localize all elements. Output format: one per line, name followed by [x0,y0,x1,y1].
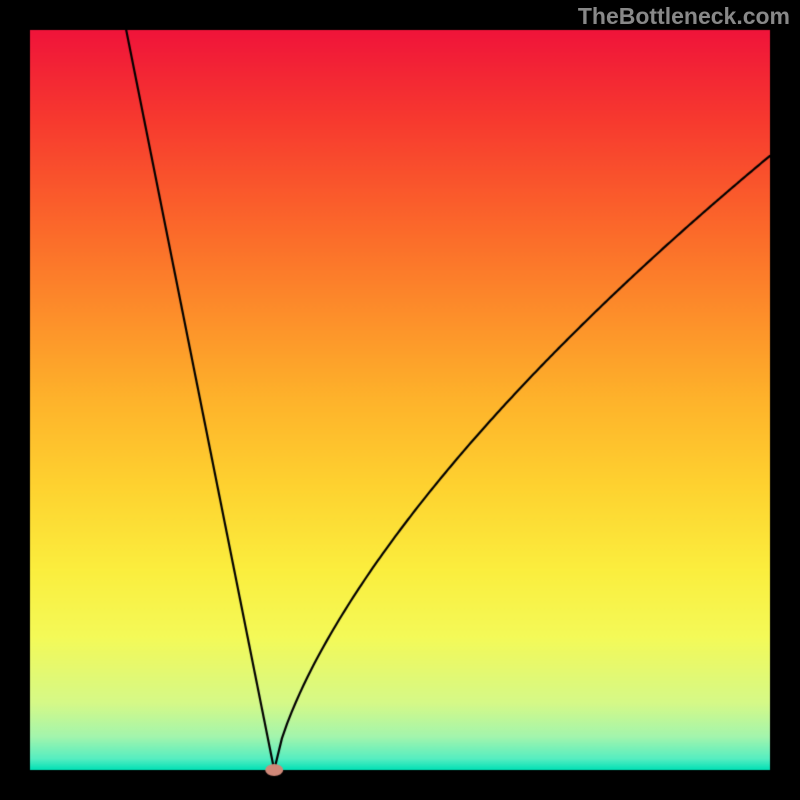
bottleneck-chart-canvas [0,0,800,800]
chart-container: TheBottleneck.com [0,0,800,800]
